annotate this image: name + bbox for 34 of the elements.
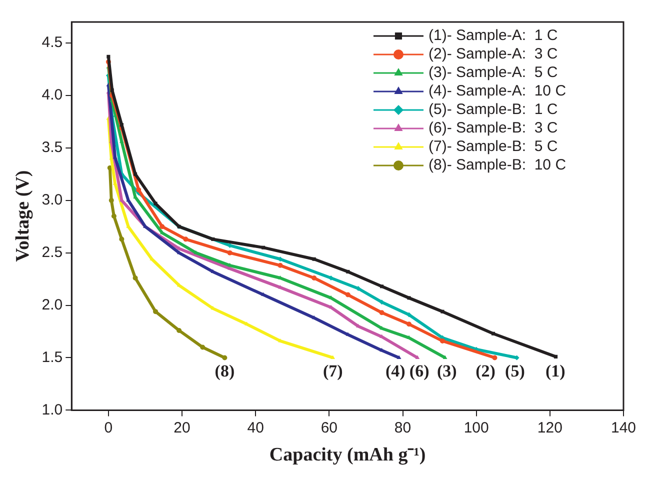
y-tick-label: 1.0 — [42, 401, 63, 418]
x-tick-label: 40 — [247, 419, 264, 436]
annotation: (7) — [322, 362, 343, 381]
x-tick-label: 140 — [610, 419, 636, 436]
x-tick-label: 60 — [320, 419, 338, 436]
annotation: (3) — [436, 362, 457, 381]
x-axis-title: Capacity (mAh g⁻¹) — [269, 444, 426, 466]
x-tick-label: 20 — [174, 419, 190, 436]
annotation: (2) — [476, 362, 496, 381]
y-tick-label: 1.5 — [42, 348, 63, 366]
y-tick-label: 2.0 — [42, 296, 63, 314]
legend-label: (6)- Sample-B: 3 C — [428, 120, 558, 137]
annotation: (4) — [385, 362, 406, 381]
legend-label: (2)- Sample-A: 3 C — [428, 46, 558, 63]
y-tick-label: 2.5 — [42, 244, 63, 261]
y-tick-label: 3.0 — [42, 192, 63, 209]
x-tick-label: 100 — [464, 419, 489, 436]
y-tick-label: 3.5 — [42, 139, 63, 156]
annotation: (5) — [505, 362, 525, 381]
y-tick-label: 4.5 — [42, 34, 63, 52]
legend-label: (1)- Sample-A: 1 C — [428, 27, 558, 44]
annotation: (8) — [214, 362, 235, 381]
legend-label: (8)- Sample-B: 10 C — [428, 156, 566, 174]
x-tick-label: 0 — [104, 419, 113, 436]
annotation: (6) — [409, 362, 430, 381]
legend-label: (7)- Sample-B: 5 C — [428, 138, 558, 156]
y-axis-title: Voltage (V) — [12, 170, 34, 262]
annotation: (1) — [546, 362, 566, 381]
legend-label: (3)- Sample-A: 5 C — [428, 64, 558, 82]
x-tick-label: 80 — [394, 419, 412, 436]
legend-label: (4)- Sample-A: 10 C — [428, 82, 566, 100]
y-tick-label: 4.0 — [42, 86, 63, 104]
x-tick-label: 120 — [537, 419, 562, 436]
legend-label: (5)- Sample-B: 1 C — [428, 101, 558, 118]
